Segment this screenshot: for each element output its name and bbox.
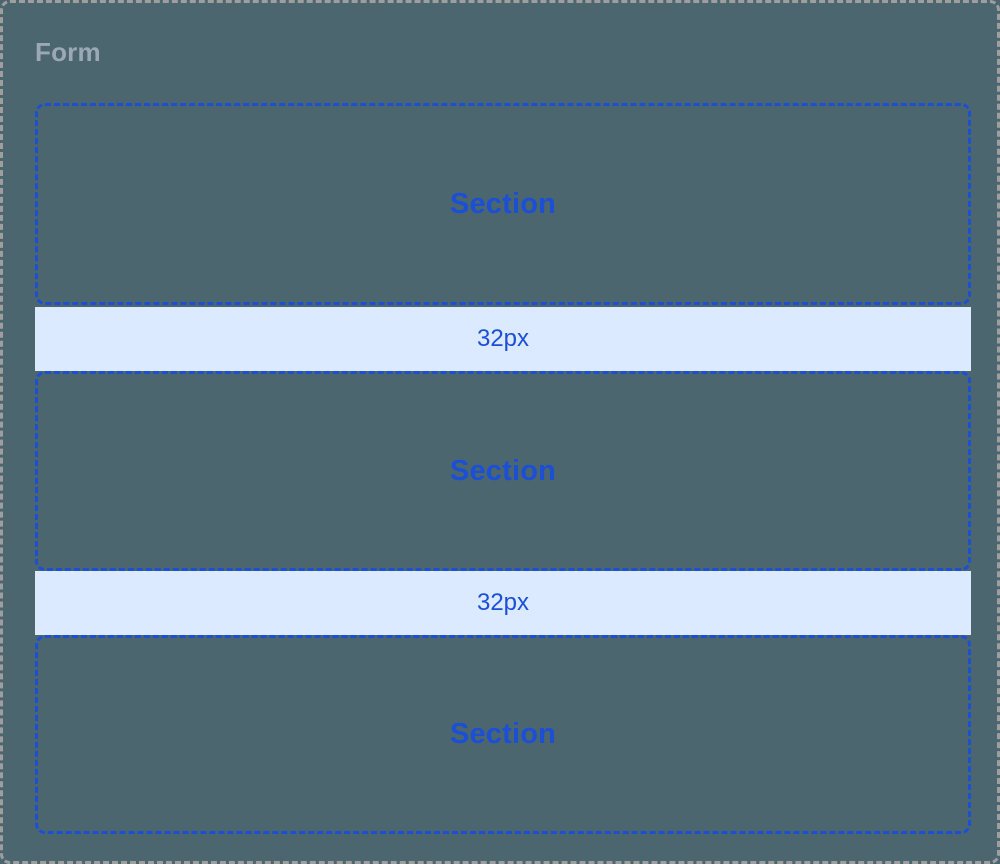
- section-label: Section: [449, 187, 557, 220]
- section-label: Section: [449, 718, 557, 751]
- spacing-band-1: 32px: [35, 307, 971, 371]
- spacing-label: 32px: [476, 324, 530, 352]
- form-label: Form: [35, 37, 101, 67]
- section-label: Section: [449, 454, 557, 487]
- spacing-band-2: 32px: [35, 571, 971, 635]
- spacing-label: 32px: [476, 588, 530, 616]
- section-block-2[interactable]: Section: [35, 371, 971, 571]
- section-block-3[interactable]: Section: [35, 635, 971, 834]
- section-block-1[interactable]: Section: [35, 103, 971, 305]
